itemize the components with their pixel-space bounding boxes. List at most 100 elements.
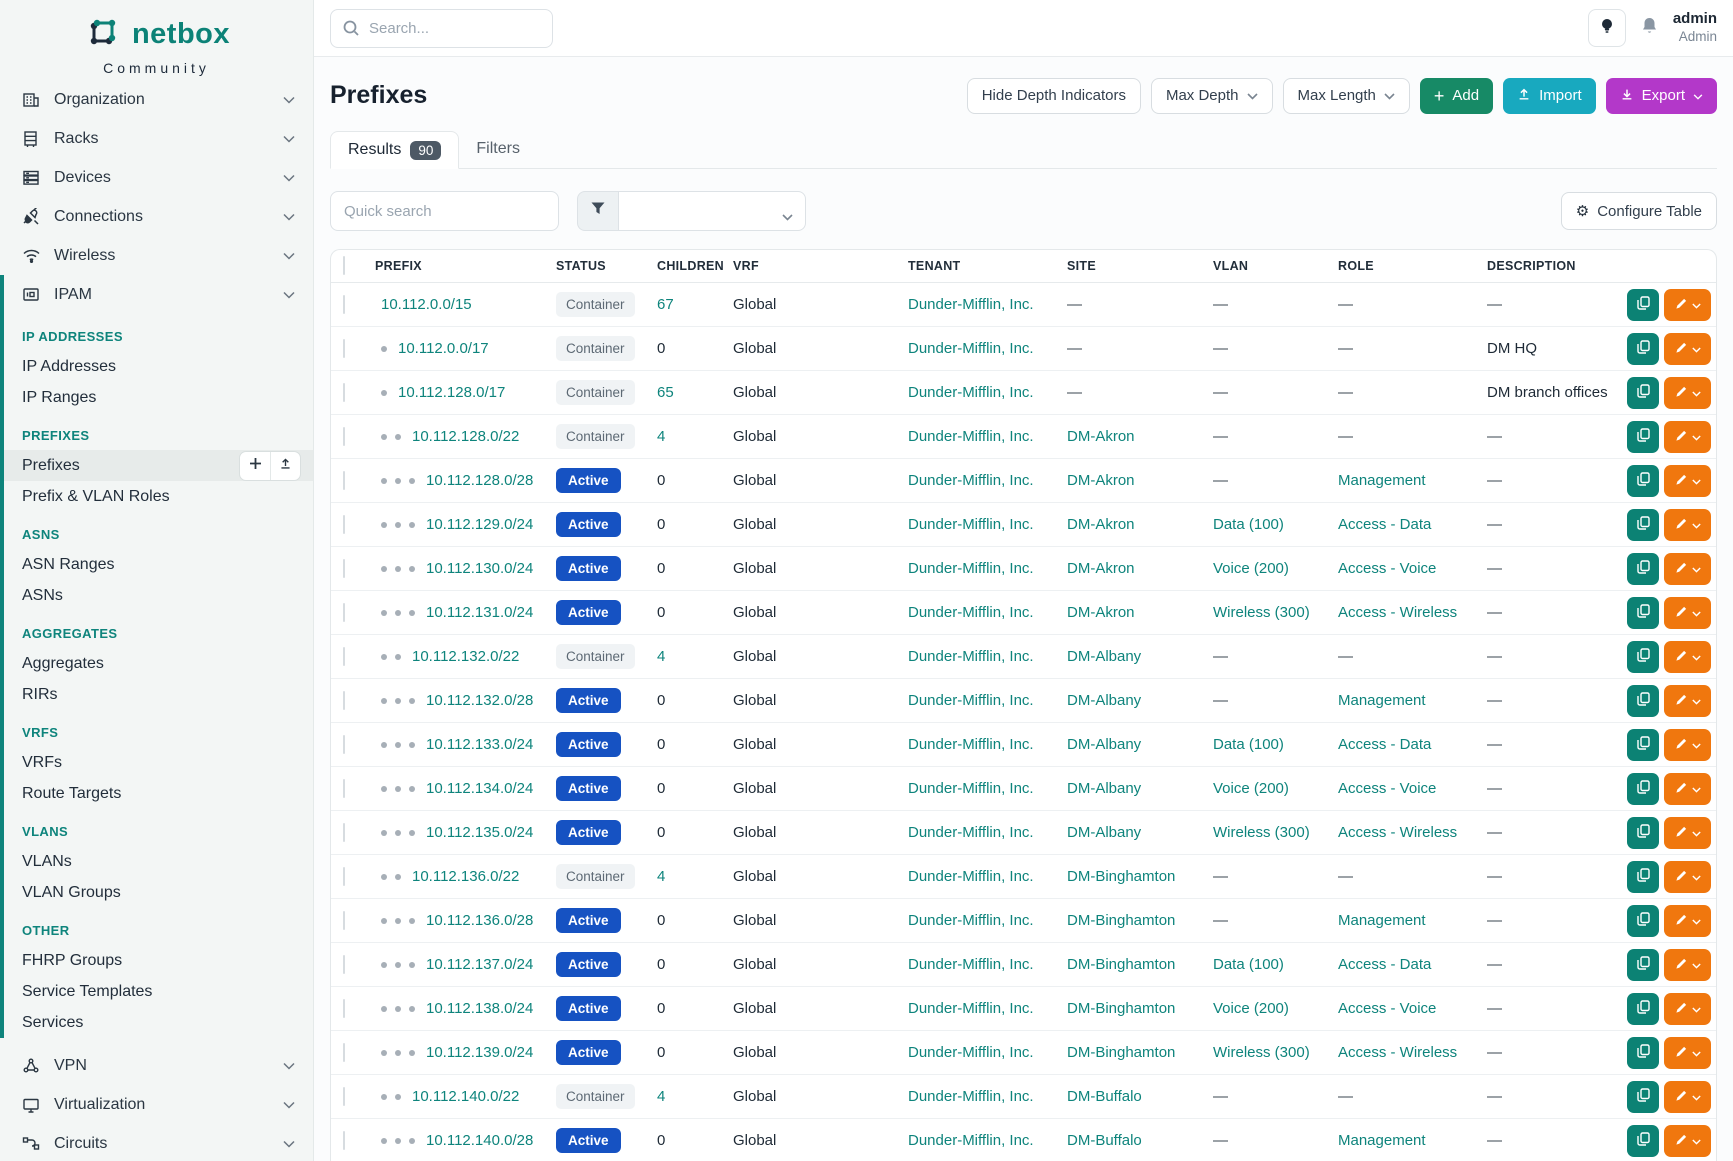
tenant-link[interactable]: Dunder-Mifflin, Inc. <box>908 472 1034 489</box>
prefix-link[interactable]: 10.112.138.0/24 <box>426 1000 534 1017</box>
clone-button[interactable] <box>1627 640 1659 673</box>
tenant-link[interactable]: Dunder-Mifflin, Inc. <box>908 736 1034 753</box>
column-header-description[interactable]: DESCRIPTION <box>1487 259 1576 273</box>
clone-button[interactable] <box>1627 376 1659 409</box>
tenant-link[interactable]: Dunder-Mifflin, Inc. <box>908 780 1034 797</box>
sidebar-item-prefix-vlan-roles[interactable]: Prefix & VLAN Roles <box>4 481 313 512</box>
prefix-link[interactable]: 10.112.136.0/28 <box>426 912 534 929</box>
tenant-link[interactable]: Dunder-Mifflin, Inc. <box>908 1000 1034 1017</box>
children-link[interactable]: 4 <box>657 1088 666 1105</box>
cell-link[interactable]: DM-Akron <box>1067 604 1135 621</box>
row-checkbox[interactable] <box>343 339 345 358</box>
column-header-tenant[interactable]: TENANT <box>908 259 961 273</box>
edit-dropdown-button[interactable] <box>1664 332 1711 365</box>
export-dropdown[interactable]: Export <box>1605 77 1717 114</box>
tenant-link[interactable]: Dunder-Mifflin, Inc. <box>908 956 1034 973</box>
edit-dropdown-button[interactable] <box>1664 464 1711 497</box>
prefix-link[interactable]: 10.112.132.0/22 <box>412 648 520 665</box>
clone-button[interactable] <box>1627 684 1659 717</box>
column-header-vrf[interactable]: VRF <box>733 259 759 273</box>
row-checkbox[interactable] <box>343 427 345 446</box>
edit-dropdown-button[interactable] <box>1664 420 1711 453</box>
clone-button[interactable] <box>1627 288 1659 321</box>
prefix-link[interactable]: 10.112.0.0/15 <box>381 296 472 313</box>
theme-toggle-button[interactable] <box>1587 9 1626 47</box>
clone-button[interactable] <box>1627 1036 1659 1069</box>
prefix-link[interactable]: 10.112.139.0/24 <box>426 1044 534 1061</box>
prefix-link[interactable]: 10.112.140.0/28 <box>426 1132 534 1149</box>
edit-dropdown-button[interactable] <box>1664 640 1711 673</box>
sidebar-item-vpn[interactable]: VPN <box>0 1046 313 1085</box>
sidebar-item-ipam[interactable]: IPAM <box>4 275 313 314</box>
sidebar-item-asns[interactable]: ASNs <box>4 580 313 611</box>
cell-link[interactable]: DM-Akron <box>1067 516 1135 533</box>
cell-link[interactable]: DM-Albany <box>1067 692 1142 709</box>
sidebar-item-fhrp-groups[interactable]: FHRP Groups <box>4 945 313 976</box>
cell-link[interactable]: Access - Data <box>1338 516 1432 533</box>
cell-link[interactable]: Data (100) <box>1213 956 1284 973</box>
sidebar-item-organization[interactable]: Organization <box>0 80 313 119</box>
edit-dropdown-button[interactable] <box>1664 860 1711 893</box>
tenant-link[interactable]: Dunder-Mifflin, Inc. <box>908 428 1034 445</box>
row-checkbox[interactable] <box>343 295 345 314</box>
prefix-link[interactable]: 10.112.140.0/22 <box>412 1088 520 1105</box>
prefix-link[interactable]: 10.112.132.0/28 <box>426 692 534 709</box>
sidebar-item-vlans[interactable]: VLANs <box>4 846 313 877</box>
prefix-link[interactable]: 10.112.131.0/24 <box>426 604 534 621</box>
edit-dropdown-button[interactable] <box>1664 288 1711 321</box>
cell-link[interactable]: Access - Wireless <box>1338 824 1458 841</box>
prefix-link[interactable]: 10.112.128.0/22 <box>412 428 520 445</box>
sidebar-item-racks[interactable]: Racks <box>0 119 313 158</box>
edit-dropdown-button[interactable] <box>1664 728 1711 761</box>
edit-dropdown-button[interactable] <box>1664 992 1711 1025</box>
column-header-status[interactable]: STATUS <box>556 259 606 273</box>
prefix-link[interactable]: 10.112.130.0/24 <box>426 560 534 577</box>
row-checkbox[interactable] <box>343 691 345 710</box>
cell-link[interactable]: DM-Binghamton <box>1067 956 1176 973</box>
configure-table-button[interactable]: ⚙ Configure Table <box>1560 192 1717 230</box>
edit-dropdown-button[interactable] <box>1664 376 1711 409</box>
row-checkbox[interactable] <box>343 515 345 534</box>
cell-link[interactable]: DM-Albany <box>1067 736 1142 753</box>
row-checkbox[interactable] <box>343 1087 345 1106</box>
cell-link[interactable]: DM-Binghamton <box>1067 1044 1176 1061</box>
clone-button[interactable] <box>1627 552 1659 585</box>
clone-button[interactable] <box>1627 728 1659 761</box>
cell-link[interactable]: DM-Akron <box>1067 428 1135 445</box>
notifications-button[interactable] <box>1640 16 1659 41</box>
cell-link[interactable]: Wireless (300) <box>1213 824 1310 841</box>
edit-dropdown-button[interactable] <box>1664 948 1711 981</box>
tenant-link[interactable]: Dunder-Mifflin, Inc. <box>908 516 1034 533</box>
edit-dropdown-button[interactable] <box>1664 1124 1711 1157</box>
edit-dropdown-button[interactable] <box>1664 772 1711 805</box>
cell-link[interactable]: DM-Binghamton <box>1067 1000 1176 1017</box>
user-menu[interactable]: admin Admin <box>1673 10 1717 46</box>
clone-button[interactable] <box>1627 596 1659 629</box>
edit-dropdown-button[interactable] <box>1664 816 1711 849</box>
cell-link[interactable]: Access - Data <box>1338 956 1432 973</box>
tenant-link[interactable]: Dunder-Mifflin, Inc. <box>908 560 1034 577</box>
clone-button[interactable] <box>1627 332 1659 365</box>
column-header-role[interactable]: ROLE <box>1338 259 1374 273</box>
prefix-link[interactable]: 10.112.128.0/28 <box>426 472 534 489</box>
row-checkbox[interactable] <box>343 1131 345 1150</box>
edit-dropdown-button[interactable] <box>1664 552 1711 585</box>
cell-link[interactable]: Access - Voice <box>1338 780 1437 797</box>
filter-select[interactable] <box>618 191 806 231</box>
prefix-link[interactable]: 10.112.0.0/17 <box>398 340 489 357</box>
add-button[interactable]: + Add <box>1419 77 1494 114</box>
cell-link[interactable]: Wireless (300) <box>1213 1044 1310 1061</box>
clone-button[interactable] <box>1627 860 1659 893</box>
prefix-link[interactable]: 10.112.129.0/24 <box>426 516 534 533</box>
sidebar-item-virtualization[interactable]: Virtualization <box>0 1085 313 1124</box>
row-checkbox[interactable] <box>343 1043 345 1062</box>
hide-depth-indicators-button[interactable]: Hide Depth Indicators <box>966 77 1141 114</box>
sidebar-item-service-templates[interactable]: Service Templates <box>4 976 313 1007</box>
sidebar-item-asn-ranges[interactable]: ASN Ranges <box>4 549 313 580</box>
tenant-link[interactable]: Dunder-Mifflin, Inc. <box>908 1132 1034 1149</box>
cell-link[interactable]: Data (100) <box>1213 516 1284 533</box>
cell-link[interactable]: Management <box>1338 692 1426 709</box>
edit-dropdown-button[interactable] <box>1664 596 1711 629</box>
cell-link[interactable]: Voice (200) <box>1213 780 1289 797</box>
sidebar-item-wireless[interactable]: Wireless <box>0 236 313 275</box>
